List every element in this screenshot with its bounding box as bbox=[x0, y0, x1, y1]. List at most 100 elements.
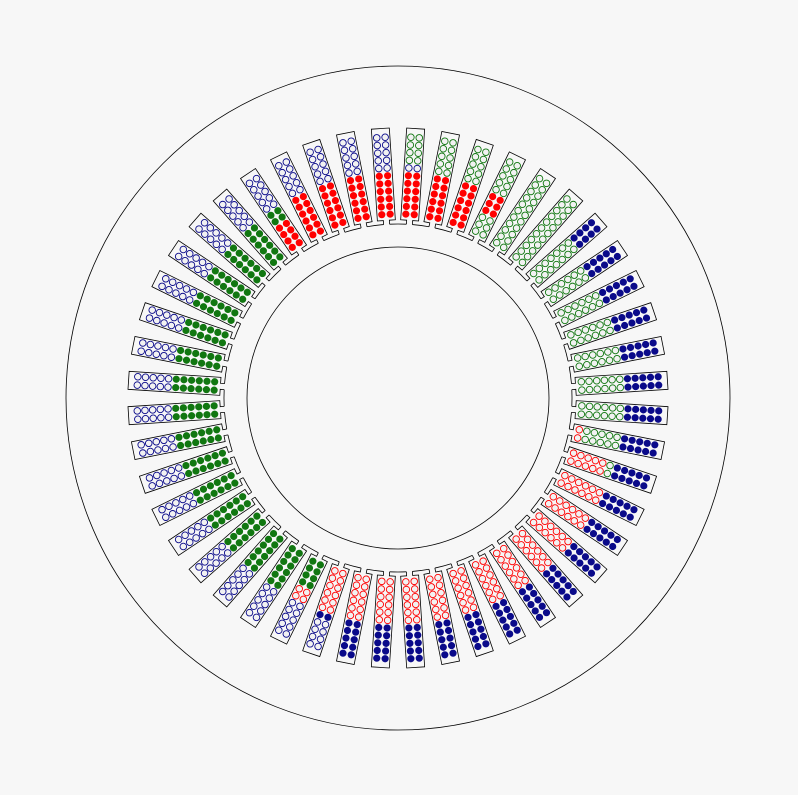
bore-arc bbox=[514, 514, 528, 528]
conductor bbox=[640, 482, 648, 490]
conductor bbox=[192, 349, 200, 358]
conductor bbox=[587, 219, 596, 227]
conductor bbox=[518, 529, 527, 538]
conductor bbox=[360, 583, 369, 591]
conductor bbox=[174, 464, 183, 472]
conductor bbox=[502, 165, 511, 173]
conductor bbox=[299, 595, 308, 604]
conductor bbox=[316, 153, 325, 161]
conductor bbox=[576, 559, 584, 567]
conductor bbox=[386, 578, 394, 586]
bore-arc bbox=[303, 544, 319, 554]
conductor bbox=[558, 201, 566, 209]
conductor bbox=[414, 639, 422, 647]
conductor bbox=[289, 172, 297, 180]
conductor bbox=[596, 349, 605, 358]
conductor bbox=[266, 547, 274, 555]
conductor bbox=[187, 403, 195, 411]
conductor bbox=[599, 288, 607, 297]
conductor bbox=[206, 224, 215, 232]
conductor bbox=[176, 346, 185, 355]
conductor bbox=[287, 226, 295, 234]
conductor bbox=[602, 250, 610, 258]
conductor bbox=[575, 510, 583, 518]
conductor bbox=[275, 626, 283, 634]
conductor bbox=[350, 636, 358, 644]
conductor bbox=[619, 510, 627, 518]
conductor bbox=[265, 194, 274, 202]
conductor bbox=[600, 411, 609, 420]
conductor bbox=[340, 642, 349, 650]
conductor bbox=[204, 334, 212, 342]
conductor bbox=[168, 278, 177, 286]
conductor bbox=[229, 576, 237, 584]
conductor bbox=[564, 305, 572, 314]
conductor bbox=[203, 493, 211, 501]
conductor bbox=[192, 321, 200, 329]
conductor bbox=[517, 217, 525, 226]
conductor bbox=[214, 354, 222, 362]
conductor bbox=[591, 456, 600, 465]
conductor bbox=[581, 306, 590, 314]
conductor bbox=[578, 489, 586, 498]
conductor bbox=[474, 642, 482, 651]
conductor bbox=[241, 534, 249, 542]
conductor bbox=[619, 278, 627, 286]
conductor bbox=[444, 626, 453, 635]
conductor bbox=[376, 608, 384, 616]
conductor bbox=[411, 600, 420, 609]
conductor bbox=[214, 434, 222, 442]
conductor bbox=[522, 546, 531, 555]
conductor bbox=[382, 647, 390, 655]
conductor bbox=[449, 218, 457, 227]
conductor bbox=[239, 295, 247, 303]
conductor bbox=[588, 351, 597, 359]
conductor bbox=[552, 539, 561, 547]
conductor bbox=[593, 385, 601, 393]
conductor bbox=[249, 553, 257, 561]
conductor bbox=[180, 412, 188, 420]
conductor bbox=[541, 259, 549, 268]
conductor bbox=[230, 508, 239, 516]
conductor bbox=[351, 588, 359, 597]
conductor bbox=[176, 441, 185, 450]
slot bbox=[508, 188, 584, 271]
conductor bbox=[527, 187, 535, 196]
conductor bbox=[146, 447, 155, 456]
conductor bbox=[618, 474, 626, 483]
conductor bbox=[549, 564, 557, 572]
conductor bbox=[635, 316, 643, 325]
conductor bbox=[229, 244, 238, 252]
conductor bbox=[623, 286, 631, 294]
conductor bbox=[482, 206, 490, 215]
conductor bbox=[278, 168, 286, 177]
conductor bbox=[203, 411, 211, 419]
conductor bbox=[576, 229, 584, 237]
conductor bbox=[504, 237, 512, 245]
conductor bbox=[205, 361, 213, 369]
conductor bbox=[594, 265, 602, 273]
conductor bbox=[590, 359, 599, 367]
conductor bbox=[649, 449, 657, 457]
conductor bbox=[182, 461, 190, 470]
conductor bbox=[269, 529, 278, 538]
conductor bbox=[582, 224, 590, 232]
conductor bbox=[615, 375, 624, 384]
conductor bbox=[318, 603, 327, 612]
conductor bbox=[531, 607, 539, 615]
conductor bbox=[219, 200, 227, 209]
conductor bbox=[628, 436, 636, 444]
conductor bbox=[177, 316, 186, 324]
conductor bbox=[589, 258, 598, 266]
conductor bbox=[402, 585, 411, 594]
conductor bbox=[383, 632, 391, 640]
slot bbox=[269, 552, 328, 645]
conductor bbox=[299, 578, 307, 586]
conductor bbox=[446, 154, 454, 162]
slot bbox=[488, 167, 557, 256]
conductor bbox=[499, 544, 508, 553]
conductor bbox=[544, 288, 553, 297]
conductor bbox=[353, 167, 361, 176]
conductor bbox=[518, 258, 527, 267]
slot bbox=[540, 239, 629, 308]
